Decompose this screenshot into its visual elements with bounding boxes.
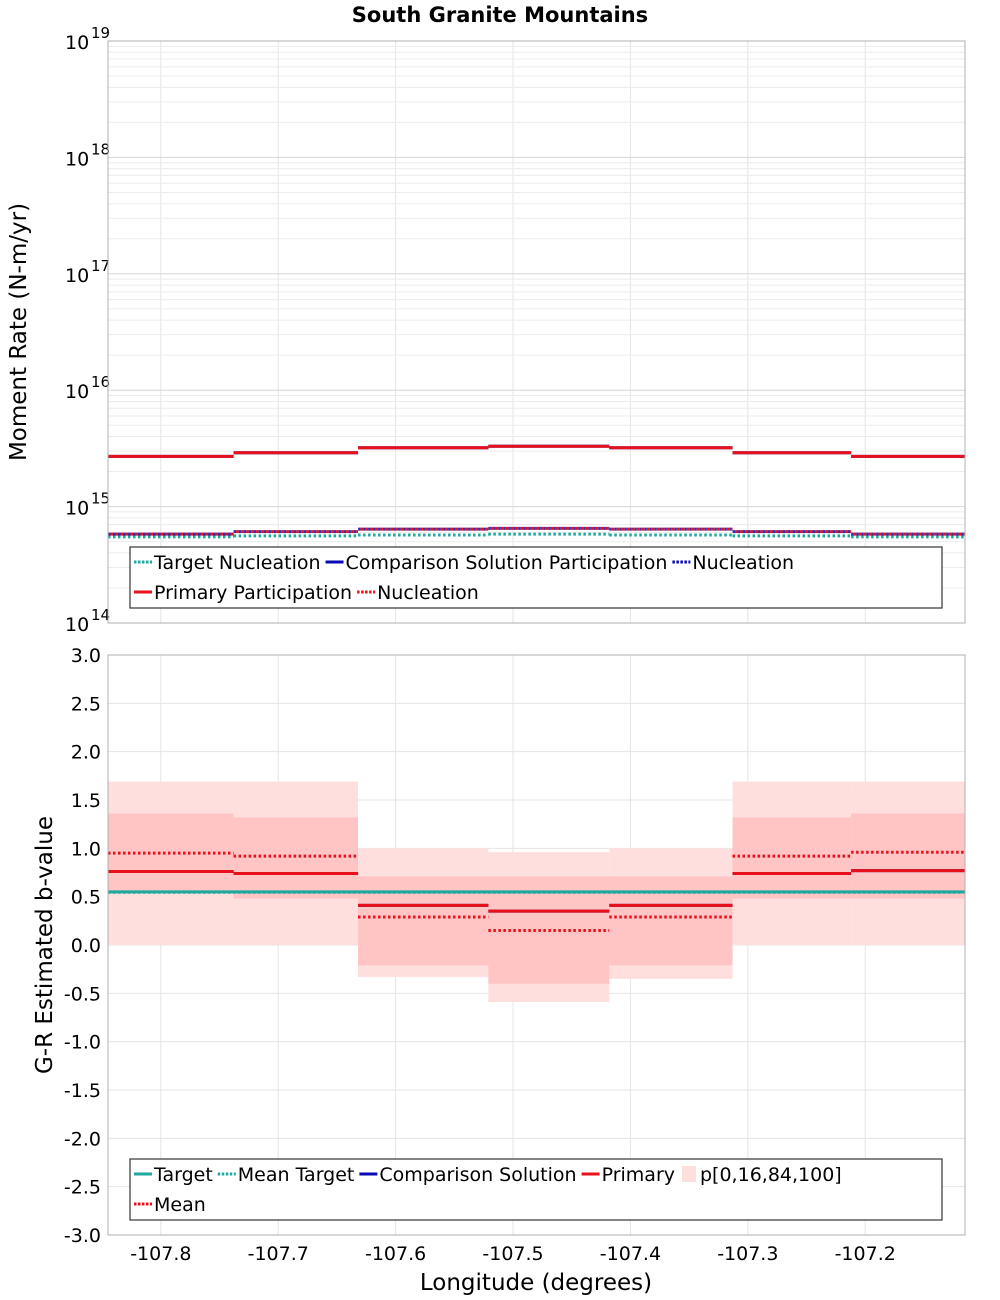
- moment-rate-y-tick-exponent: 15: [91, 490, 110, 508]
- x-tick-label: -107.8: [130, 1243, 191, 1265]
- x-ticks: -107.8 -107.7 -107.6 -107.5 -107.4 -107.3 -107…: [130, 1243, 896, 1265]
- b-value-y-tick-label: 0.0: [71, 935, 101, 957]
- moment-rate-y-tick-base: 10: [65, 148, 89, 170]
- moment-rate-legend-label: Nucleation: [692, 552, 794, 574]
- moment-rate-legend-box: [129, 546, 943, 609]
- moment-rate-legend-label: Primary Participation: [154, 582, 352, 604]
- b-value-legend-box: [129, 1158, 943, 1221]
- b-value-legend-label: Mean Target: [238, 1164, 355, 1186]
- moment-rate-y-tick-exponent: 18: [91, 140, 110, 158]
- b-value-y-tick-label: -1.5: [64, 1080, 101, 1102]
- b-value-legend-label: Target: [153, 1164, 213, 1186]
- moment-rate-legend-label: Comparison Solution Participation: [346, 552, 668, 574]
- x-tick-label: -107.4: [600, 1243, 661, 1265]
- x-tick-label: -107.2: [835, 1243, 896, 1265]
- b-value-legend-label: Primary: [602, 1164, 675, 1186]
- b-value-y-tick-label: 2.5: [71, 693, 101, 715]
- b-value-y-tick-label: -3.0: [64, 1225, 101, 1247]
- b-value-y-tick-label: 2.0: [71, 742, 101, 764]
- b-value-y-tick-label: 0.5: [71, 887, 101, 909]
- x-tick-label: -107.6: [365, 1243, 426, 1265]
- percentile-band-inner: [233, 817, 359, 899]
- moment-rate-plot-frame: [107, 40, 966, 624]
- percentile-band-inner: [732, 817, 852, 899]
- b-value-series: [108, 850, 965, 932]
- x-tick-label: -107.3: [717, 1243, 778, 1265]
- b-value-legend-label: p[0,16,84,100]: [700, 1164, 842, 1186]
- b-value-y-tick-label: -0.5: [64, 983, 101, 1005]
- percentile-band-inner: [358, 876, 489, 966]
- moment-rate-legend-label: Nucleation: [377, 582, 479, 604]
- b-value-panel: 3.0 2.5 2.0 1.5 1.0 0.5 0.0 -0.5 -1.0 -1.5 -2.0 -2.…: [32, 645, 966, 1247]
- moment-rate-plot-area: [108, 41, 965, 623]
- b-value-y-tick-label: 1.5: [71, 790, 101, 812]
- b-value-legend-label: Comparison Solution: [379, 1164, 576, 1186]
- moment-rate-y-tick-base: 10: [65, 498, 89, 520]
- x-axis-label: Longitude (degrees): [420, 1270, 652, 1296]
- moment-rate-y-tick-base: 10: [65, 32, 89, 54]
- moment-rate-legend-label: Target Nucleation: [153, 552, 321, 574]
- b-value-y-tick-label: -2.5: [64, 1177, 101, 1199]
- b-value-y-ticks: 3.0 2.5 2.0 1.5 1.0 0.5 0.0 -0.5 -1.0 -1.5 -2.0 -2.…: [64, 645, 101, 1247]
- moment-rate-y-axis-label: Moment Rate (N-m/yr): [6, 203, 32, 461]
- b-value-y-tick-label: 1.0: [71, 838, 101, 860]
- percentile-band-inner: [609, 876, 733, 966]
- b-value-y-axis-label: G-R Estimated b-value: [32, 816, 58, 1074]
- b-value-y-tick-label: 3.0: [71, 645, 101, 667]
- b-value-legend: Target Mean Target Comparison Solution Prim…: [129, 1158, 943, 1221]
- moment-rate-y-tick-exponent: 19: [91, 24, 110, 42]
- b-value-legend-label: Mean: [154, 1194, 206, 1216]
- moment-rate-y-tick-base: 10: [65, 614, 89, 636]
- moment-rate-y-tick-exponent: 14: [91, 606, 110, 624]
- moment-rate-y-tick-exponent: 17: [91, 257, 110, 275]
- percentile-band-inner: [851, 813, 965, 899]
- chart-title: South Granite Mountains: [352, 3, 648, 27]
- moment-rate-y-tick-base: 10: [65, 381, 89, 403]
- b-value-legend-swatch: [682, 1166, 696, 1182]
- moment-rate-y-tick-exponent: 16: [91, 373, 110, 391]
- b-value-y-tick-label: -1.0: [64, 1032, 101, 1054]
- x-tick-label: -107.7: [248, 1243, 309, 1265]
- b-value-percentile-bands: [108, 781, 965, 1003]
- b-value-y-tick-label: -2.0: [64, 1128, 101, 1150]
- b-value-plot-frame: [107, 654, 966, 1236]
- moment-rate-legend: Target Nucleation Comparison Solution Par…: [129, 546, 943, 609]
- moment-rate-y-tick-base: 10: [65, 265, 89, 287]
- x-tick-label: -107.5: [482, 1243, 543, 1265]
- moment-rate-series: [108, 444, 965, 539]
